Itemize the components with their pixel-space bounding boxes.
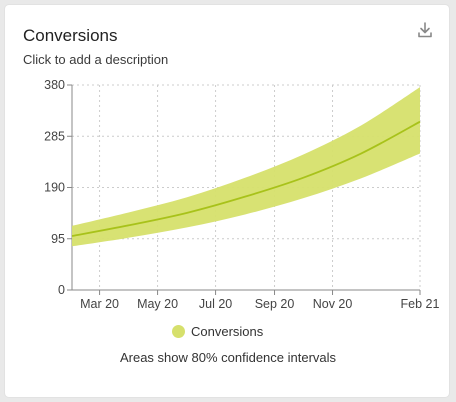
download-icon[interactable] [416,21,434,39]
legend-swatch [172,325,185,338]
x-tick-label: May 20 [137,297,178,311]
x-tick-label: Sep 20 [255,297,295,311]
chart-title[interactable]: Conversions [23,26,118,45]
series-line [71,120,421,237]
y-tick-label: 190 [44,181,65,195]
confidence-band [72,87,420,247]
chart-legend[interactable]: Conversions [172,324,263,339]
legend-label: Conversions [191,324,264,339]
x-tick-label: Jul 20 [199,297,232,311]
x-tick-label: Nov 20 [313,297,353,311]
y-tick-label: 380 [44,78,65,92]
confidence-note: Areas show 80% confidence intervals [119,350,337,365]
x-tick-label: Mar 20 [80,297,119,311]
y-tick-label: 95 [51,232,65,246]
y-tick-label: 0 [58,283,65,297]
chart-description[interactable]: Click to add a description [23,52,169,67]
x-tick-label: Feb 21 [401,297,440,311]
y-tick-label: 285 [44,129,65,143]
conversions-chart: 0 95 190 285 380 Mar 20 May 20 Jul 20 Sep 20 Nov … [44,78,440,311]
